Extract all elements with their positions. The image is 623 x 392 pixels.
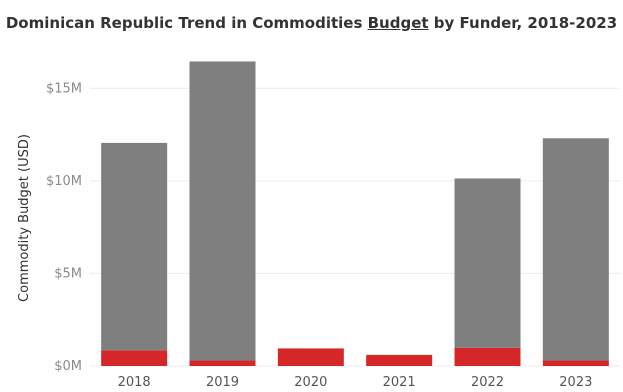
y-axis-label: Commodity Budget (USD) xyxy=(17,134,32,302)
y-tick-label: $0M xyxy=(54,359,82,374)
bar-segment-2022-series-2[interactable] xyxy=(454,178,521,348)
x-tick-label: 2023 xyxy=(559,375,592,390)
bar-segment-2022-series-1[interactable] xyxy=(454,347,521,366)
x-tick-label: 2018 xyxy=(118,375,151,390)
y-tick-label: $10M xyxy=(46,174,82,189)
y-tick-label: $15M xyxy=(46,81,82,96)
bar-segment-2023-series-1[interactable] xyxy=(542,360,609,366)
chart-title: Dominican Republic Trend in Commodities … xyxy=(0,14,623,32)
bar-segment-2021-series-1[interactable] xyxy=(366,354,433,366)
bar-segment-2018-series-1[interactable] xyxy=(101,350,168,366)
y-tick-label: $5M xyxy=(54,266,82,281)
x-tick-label: 2022 xyxy=(471,375,504,390)
bar-segment-2019-series-1[interactable] xyxy=(189,360,256,366)
bar-segment-2019-series-2[interactable] xyxy=(189,61,256,361)
bar-segment-2023-series-2[interactable] xyxy=(542,138,609,361)
bar-segment-2018-series-2[interactable] xyxy=(101,142,168,351)
chart-title-budget-link[interactable]: Budget xyxy=(367,14,429,32)
chart-title-part-1: Dominican Republic Trend in Commodities xyxy=(5,14,368,32)
x-tick-label: 2021 xyxy=(383,375,416,390)
x-tick-label: 2020 xyxy=(294,375,327,390)
bar-segment-2020-series-1[interactable] xyxy=(277,348,344,366)
chart-title-part-3: by Funder, 2018-2023 xyxy=(428,14,618,32)
x-tick-label: 2019 xyxy=(206,375,239,390)
